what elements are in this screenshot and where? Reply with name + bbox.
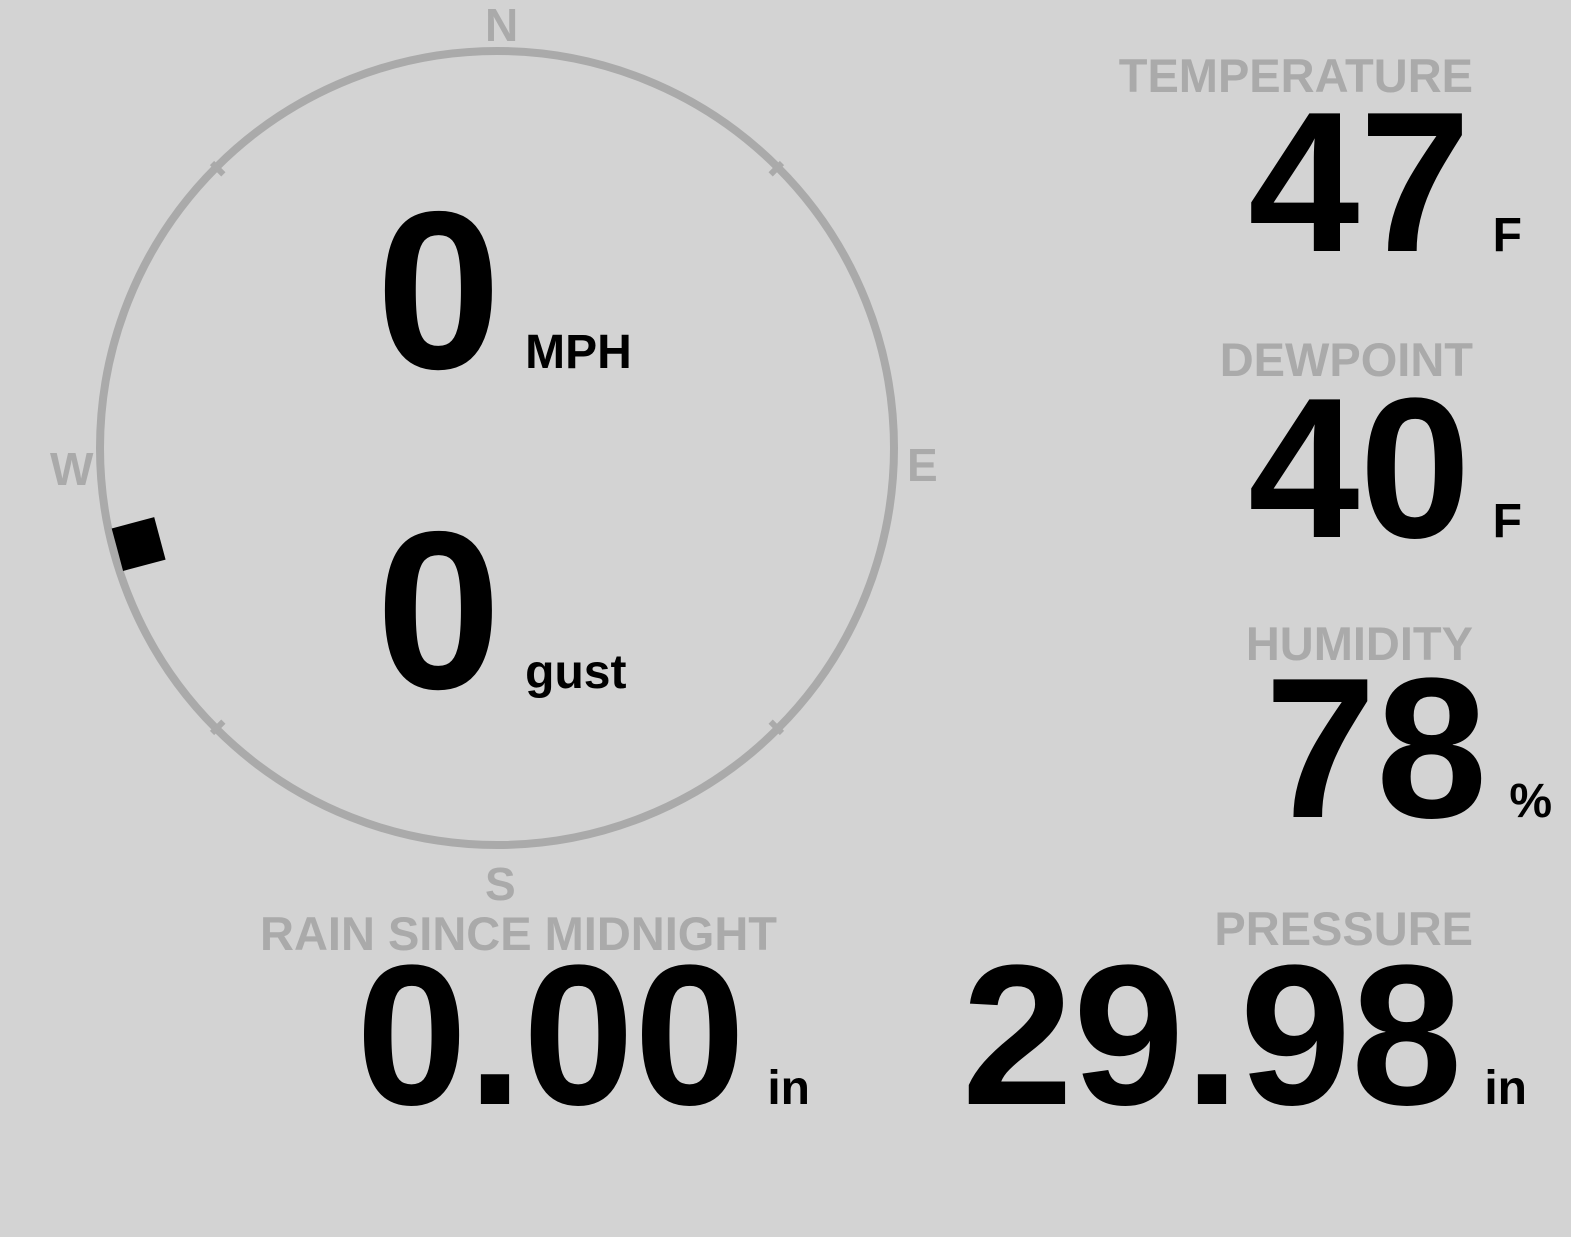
wind-gust-value: 0: [376, 484, 502, 736]
wind-speed: 0 MPH: [376, 178, 632, 403]
wind-gust-unit: gust: [525, 646, 627, 699]
humidity-label: HUMIDITY: [1245, 617, 1473, 670]
temperature-unit: F: [1492, 209, 1522, 262]
wind-gust: 0 gust: [376, 498, 626, 723]
compass-tick: [768, 160, 785, 177]
dewpoint-value: 40: [1248, 357, 1471, 580]
rain-reading: 0.00 in: [356, 936, 810, 1136]
rain-unit: in: [767, 1062, 810, 1115]
humidity-value: 78: [1264, 637, 1488, 860]
temperature-label: TEMPERATURE: [1118, 49, 1473, 102]
humidity-unit: %: [1509, 775, 1552, 828]
compass-west: W: [50, 443, 94, 495]
pressure-unit: in: [1484, 1062, 1527, 1115]
dewpoint-label: DEWPOINT: [1219, 333, 1473, 386]
pressure-reading: 29.98 in: [962, 936, 1527, 1136]
wind-speed-unit: MPH: [525, 326, 632, 379]
humidity-reading: 78 %: [1265, 649, 1552, 849]
dewpoint-reading: 40 F: [1248, 369, 1522, 569]
compass-north: N: [485, 0, 519, 51]
compass-south: S: [485, 858, 516, 910]
rain-value: 0.00: [356, 924, 746, 1147]
wind-direction-marker: [111, 517, 166, 571]
wind-speed-value: 0: [376, 164, 502, 416]
compass-east: E: [907, 439, 938, 491]
dewpoint-unit: F: [1492, 495, 1522, 548]
temperature-reading: 47 F: [1248, 83, 1522, 283]
compass-ring: [96, 47, 898, 849]
compass-tick: [209, 719, 226, 736]
compass-tick: [209, 160, 226, 177]
temperature-value: 47: [1248, 71, 1471, 294]
pressure-value: 29.98: [961, 924, 1463, 1147]
compass-tick: [768, 719, 785, 736]
pressure-label: PRESSURE: [1214, 902, 1473, 955]
rain-label: RAIN SINCE MIDNIGHT: [260, 907, 777, 960]
